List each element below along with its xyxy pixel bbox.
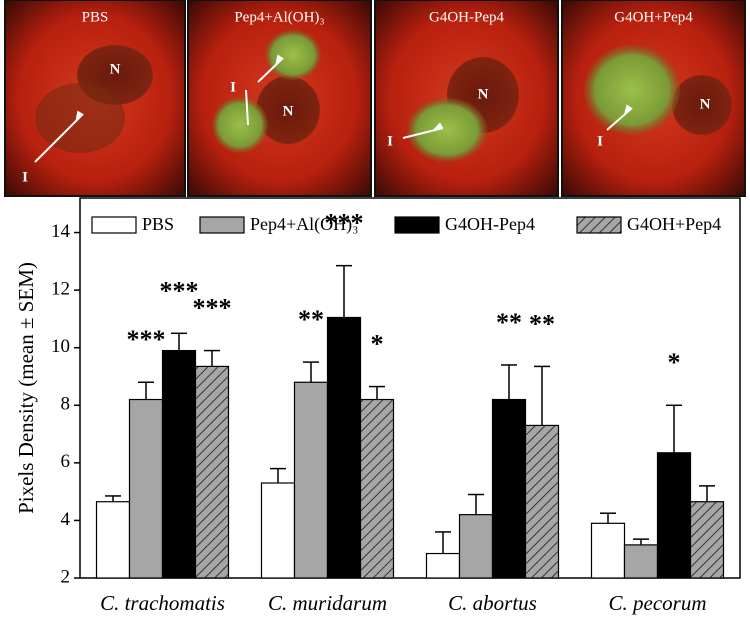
- arrow-head: [624, 104, 632, 114]
- panel-marker: N: [283, 103, 294, 119]
- inclusion: [407, 98, 487, 162]
- bar: [359, 398, 395, 579]
- panel-marker: I: [387, 133, 393, 149]
- bar: [689, 501, 725, 579]
- arrow: [257, 57, 284, 83]
- bar: [623, 544, 659, 579]
- arrow-head: [75, 110, 83, 120]
- nucleus: [672, 75, 732, 135]
- significance-label: ***: [193, 294, 232, 323]
- bar: [326, 316, 362, 579]
- y-tick-label: 12: [51, 278, 70, 299]
- panel-marker: N: [700, 96, 711, 112]
- bar: [656, 452, 692, 579]
- bar: [425, 552, 461, 579]
- panel-marker: I: [597, 133, 603, 149]
- micrograph: G4OH+Pep4 I N: [561, 0, 746, 197]
- legend-label: Pep4+Al(OH)₃: [250, 214, 358, 235]
- panel-border: [187, 0, 372, 197]
- inclusion: [584, 45, 680, 135]
- panel-marker: I: [22, 169, 28, 185]
- x-tick-label: C. trachomatis: [100, 591, 225, 615]
- arrow: [402, 127, 444, 139]
- bar: [458, 514, 494, 579]
- significance-label: **: [496, 308, 522, 337]
- inclusion: [265, 30, 321, 80]
- significance-label: **: [298, 305, 324, 334]
- panel-border: [4, 0, 186, 197]
- significance-label: ***: [160, 276, 199, 305]
- panel-marker: I: [230, 79, 236, 95]
- panel-label: G4OH+Pep4: [614, 9, 693, 25]
- bar: [260, 482, 296, 579]
- y-tick-label: 14: [51, 221, 71, 242]
- arrow-head: [433, 122, 443, 130]
- y-tick-label: 10: [51, 336, 70, 357]
- panel-border: [561, 0, 746, 197]
- y-tick-label: 8: [61, 394, 71, 415]
- legend-swatch: [91, 216, 137, 234]
- bar: [128, 398, 164, 579]
- micrograph: Pep4+Al(OH)₃ I N: [187, 0, 372, 197]
- y-axis-label: Pixels Density (mean ± SEM): [14, 262, 38, 514]
- arrow-head: [275, 54, 283, 64]
- significance-label: ***: [325, 209, 364, 238]
- plot-frame: [79, 197, 741, 579]
- micrograph: PBS N I: [4, 0, 186, 197]
- arrow: [606, 107, 633, 131]
- panel-label: Pep4+Al(OH)₃: [234, 9, 324, 25]
- legend-label: G4OH+Pep4: [627, 214, 721, 234]
- bar: [491, 398, 527, 579]
- arrow: [245, 89, 249, 126]
- y-tick-label: 6: [61, 451, 71, 472]
- panel-marker: N: [110, 61, 121, 77]
- bar: [194, 365, 230, 579]
- inclusion: [212, 97, 268, 153]
- significance-label: ***: [127, 325, 166, 354]
- panel-label: PBS: [82, 9, 109, 25]
- x-tick-label: C. abortus: [448, 591, 537, 615]
- panel-label: G4OH-Pep4: [429, 9, 504, 25]
- micrograph: G4OH-Pep4 N I: [374, 0, 559, 197]
- bar: [161, 349, 197, 579]
- nucleus: [256, 76, 320, 144]
- significance-label: *: [371, 330, 384, 359]
- bar: [524, 424, 560, 579]
- legend-swatch: [394, 216, 440, 234]
- y-tick-label: 4: [61, 509, 71, 530]
- legend-label: PBS: [142, 214, 174, 234]
- legend-label: G4OH-Pep4: [445, 214, 535, 234]
- x-tick-label: C. pecorum: [609, 591, 707, 615]
- significance-label: **: [529, 309, 555, 338]
- significance-label: *: [668, 348, 681, 377]
- legend-swatch: [199, 216, 245, 234]
- bar: [590, 522, 626, 579]
- panel-marker: N: [478, 86, 489, 102]
- y-tick-label: 2: [61, 566, 71, 587]
- panel-border: [374, 0, 559, 197]
- bar: [95, 501, 131, 579]
- x-tick-label: C. muridarum: [268, 591, 387, 615]
- bar: [293, 381, 329, 579]
- legend-swatch: [576, 216, 622, 234]
- arrow: [34, 113, 84, 163]
